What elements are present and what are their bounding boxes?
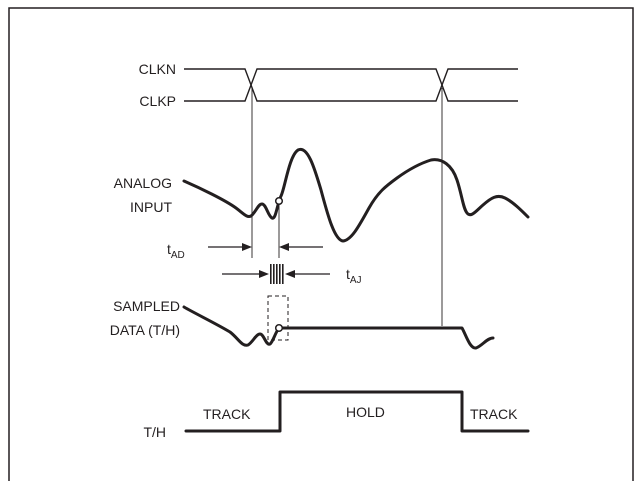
th-waveform (184, 390, 530, 433)
track-label-right: TRACK (470, 406, 518, 422)
clkn-waveform (184, 68, 518, 102)
aperture-jitter-block (269, 264, 285, 284)
sample-point-marker (274, 196, 284, 206)
clkn-label: CLKN (139, 61, 176, 77)
t-ad-label: tAD (167, 241, 185, 261)
analog-input-waveform (182, 147, 530, 243)
clkp-waveform (184, 68, 518, 102)
sampled-data-label-line2: DATA (T/H) (110, 322, 180, 338)
sampled-data-label-line1: SAMPLED (113, 298, 180, 314)
sampled-data-waveform (182, 305, 495, 350)
t-aj-arrowhead-right (285, 270, 295, 278)
th-label: T/H (143, 424, 166, 440)
t-aj-arrowhead-left (259, 270, 269, 278)
jitter-window-box (267, 295, 289, 341)
analog-input-label-line1: ANALOG (114, 175, 172, 191)
analog-input-label-line2: INPUT (130, 199, 172, 215)
sampled-point-marker (274, 323, 284, 333)
hold-label: HOLD (346, 404, 385, 420)
track-label-left: TRACK (203, 406, 251, 422)
t-ad-arrowhead-right (279, 243, 289, 251)
clkp-label: CLKP (139, 93, 176, 109)
t-ad-arrowhead-left (242, 243, 252, 251)
figure-frame (8, 7, 634, 481)
t-aj-label: tAJ (346, 266, 362, 286)
